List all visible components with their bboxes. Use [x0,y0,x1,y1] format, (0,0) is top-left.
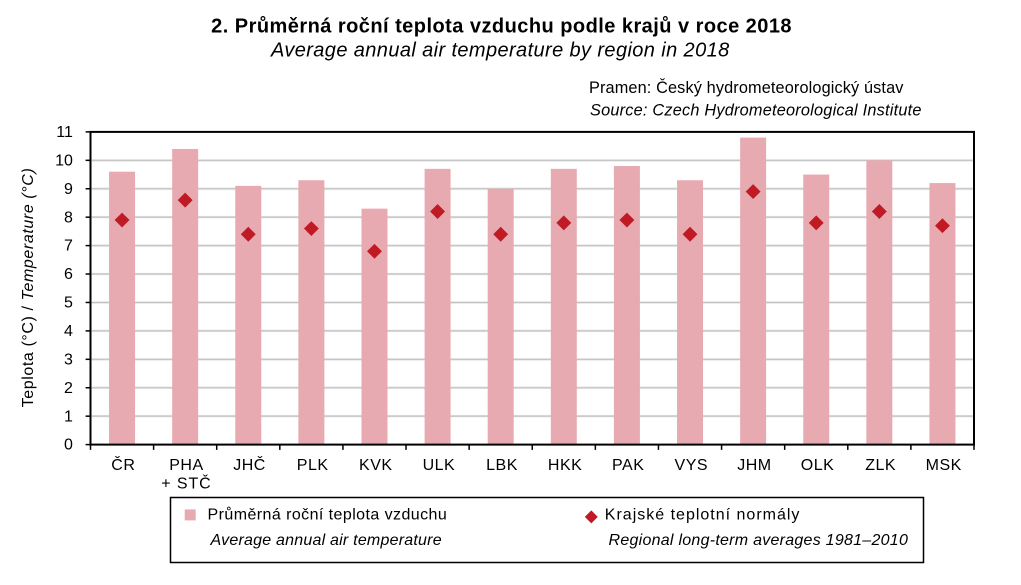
svg-text:1: 1 [64,408,73,425]
svg-text:KVK: KVK [359,457,393,474]
svg-text:8: 8 [64,209,73,226]
svg-text:OLK: OLK [801,457,835,474]
svg-text:VYS: VYS [675,457,709,474]
svg-text:ZLK: ZLK [865,457,896,474]
svg-text:Pramen: Český hydrometeorolog: Pramen: Český hydrometeorologický ústav [589,78,904,97]
svg-text:5: 5 [64,295,73,312]
svg-text:Teplota (°C) / Temperature (: Teplota (°C) / Temperature (°C) [20,168,37,408]
svg-text:JHČ: JHČ [233,455,266,474]
svg-text:Krajské teplotní normály: Krajské teplotní normály [605,507,801,524]
svg-text:ČR: ČR [111,455,135,474]
svg-text:2. Průměrná roční teplota vzdu: 2. Průměrná roční teplota vzduchu podle … [211,16,792,38]
svg-text:7: 7 [64,238,73,255]
svg-text:Average annual air temperat: Average annual air temperature [210,532,442,549]
svg-text:PLK: PLK [297,457,329,474]
svg-text:HKK: HKK [548,457,582,474]
svg-text:Source: Czech Hydrometeorolog: Source: Czech Hydrometeorological Instit… [590,102,922,120]
svg-text:2: 2 [64,380,73,397]
svg-text:Průměrná roční teplota vzduchu: Průměrná roční teplota vzduchu [208,506,448,524]
svg-text:MSK: MSK [926,457,962,474]
svg-text:9: 9 [64,181,73,198]
svg-text:6: 6 [64,266,73,283]
svg-text:Regional long-term averages: Regional long-term averages 1981–2010 [609,532,909,549]
svg-text:JHM: JHM [737,457,771,474]
svg-text:0: 0 [64,437,73,454]
svg-text:PHA: PHA [169,457,203,474]
svg-text:+ STČ: + STČ [161,474,211,493]
svg-text:10: 10 [55,152,73,169]
svg-text:Average annual air temperature: Average annual air temperature by region… [270,40,730,62]
svg-text:4: 4 [64,323,73,340]
svg-text:3: 3 [64,351,73,368]
svg-text:ULK: ULK [423,457,456,474]
svg-text:11: 11 [56,124,73,141]
svg-text:PAK: PAK [612,457,644,474]
svg-text:LBK: LBK [486,457,518,474]
